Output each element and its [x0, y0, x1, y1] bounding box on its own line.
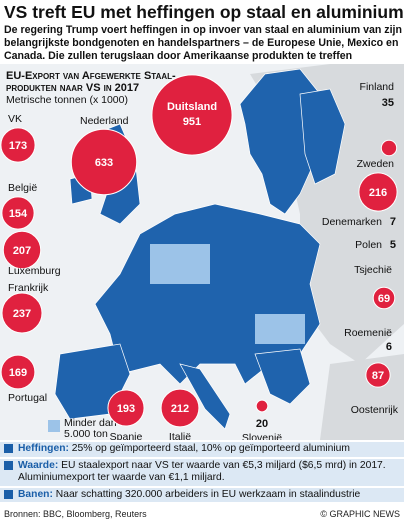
bubble-value: 237 [13, 308, 31, 320]
small-exporters [150, 244, 210, 284]
map-title: EU-Export van Afgewerkte Staal- [6, 70, 176, 82]
map-title: produkten naar VS in 2017 [6, 82, 139, 94]
small-exporters [255, 314, 305, 344]
bubble-value: 87 [372, 370, 384, 382]
country-value: 35 [382, 97, 394, 109]
note-label: Heffingen: [18, 443, 69, 454]
country-name: VK [8, 113, 22, 125]
country-name: Denemarken [322, 216, 382, 228]
intro-line: belangrijkste bondgenoten en handelspart… [4, 37, 399, 49]
country-name: Zweden [357, 158, 395, 170]
country-name: Tsjechië [354, 264, 392, 276]
note-text: Naar schatting 320.000 arbeiders in EU w… [55, 488, 361, 500]
note: Banen: Naar schatting 320.000 arbeiders … [0, 487, 404, 502]
bubble [107, 389, 145, 427]
bubble-value: 193 [117, 403, 135, 415]
bubble-value: 951 [183, 116, 201, 128]
unit: Metrische tonnen (x 1000) [6, 94, 128, 106]
footer: Bronnen: BBC, Bloomberg, Reuters © GRAPH… [4, 509, 400, 519]
bubble [358, 172, 398, 212]
sources: Bronnen: BBC, Bloomberg, Reuters [4, 509, 147, 519]
legend-label: Minder dan [64, 417, 117, 429]
intro-line: De regering Trump voert heffingen in op … [4, 24, 402, 36]
credit: © GRAPHIC NEWS [320, 509, 400, 519]
country-name: Spanje [110, 431, 143, 440]
bubble [255, 399, 269, 413]
note-text: EU staalexport naar VS ter waarde van €5… [18, 459, 386, 484]
country-name: Luxemburg [8, 265, 61, 277]
bubble [0, 127, 36, 163]
note-label: Waarde: [18, 459, 59, 471]
bubble [1, 292, 43, 334]
bubble [70, 128, 138, 196]
notes: Heffingen: 25% op geïmporteerd staal, 10… [0, 442, 404, 504]
bubble [1, 196, 35, 230]
bubble [365, 362, 391, 388]
bubble-value: 633 [95, 157, 113, 169]
intro-line: Canada. Die zullen terugslaan door Ameri… [4, 50, 353, 62]
bubble-value: 173 [9, 140, 27, 152]
country-name: Roemenië [344, 327, 392, 339]
intro: De regering Trump voert heffingen in op … [4, 24, 402, 63]
bubble [151, 74, 233, 156]
bubble-value: 169 [9, 367, 27, 379]
bubble [0, 354, 36, 390]
bubble-value: 69 [378, 293, 390, 305]
country-name: Italië [169, 431, 191, 440]
bubble-value: 154 [9, 208, 28, 220]
country-name: Duitsland [167, 101, 217, 113]
country-name: Slovenië [242, 432, 282, 440]
bubble [372, 286, 396, 310]
country-name: Frankrijk [8, 282, 49, 294]
legend-swatch [48, 420, 60, 432]
country-value: 5 [390, 239, 396, 251]
bubble-value: 207 [13, 245, 31, 257]
country-value: 20 [256, 418, 268, 430]
bubble-value: 216 [369, 187, 387, 199]
legend-label: 5.000 ton [64, 428, 108, 440]
map: EU-Export van Afgewerkte Staal- produkte… [0, 64, 404, 440]
note-text: 25% op geïmporteerd staal, 10% op geïmpo… [71, 443, 350, 454]
country-name: Portugal [8, 392, 47, 404]
bubble [2, 230, 42, 270]
bubble-value: 212 [171, 403, 189, 415]
note: Heffingen: 25% op geïmporteerd staal, 10… [0, 442, 404, 457]
country-name: België [8, 182, 37, 194]
title: VS treft EU met heffingen op staal en al… [4, 2, 404, 22]
country-value: 6 [386, 341, 392, 353]
note: Waarde: EU staalexport naar VS ter waard… [0, 458, 404, 486]
country-name: Nederland [80, 115, 129, 127]
country-value: 7 [390, 216, 396, 228]
country-name: Polen [355, 239, 382, 251]
bubble [160, 388, 200, 428]
bubble [380, 139, 398, 157]
country-name: Finland [360, 81, 395, 93]
note-label: Banen: [18, 488, 53, 500]
country-name: Oostenrijk [351, 404, 399, 416]
